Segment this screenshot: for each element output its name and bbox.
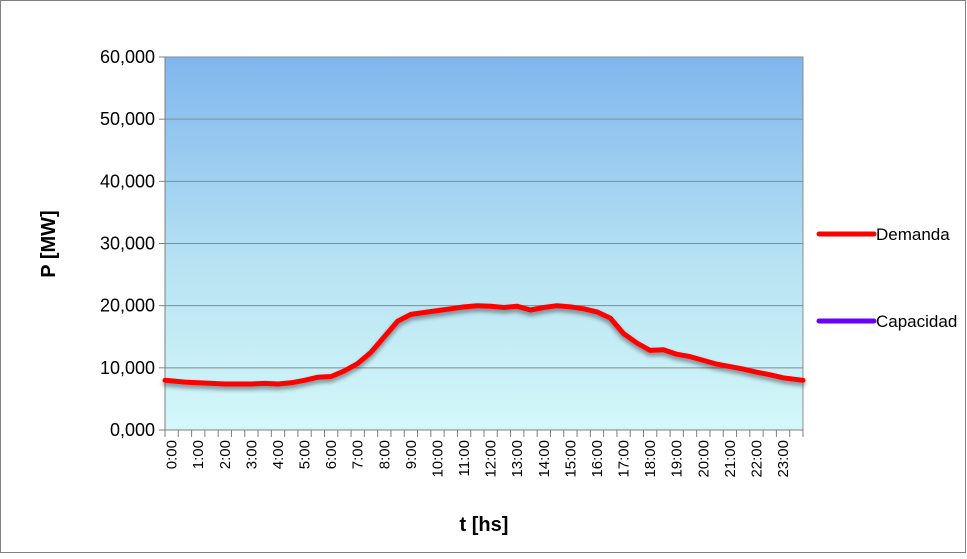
x-tick-label: 9:00 bbox=[403, 440, 420, 469]
y-tick-label: 20,000 bbox=[100, 296, 155, 316]
x-tick-label: 20:00 bbox=[695, 440, 712, 478]
y-tick-label: 10,000 bbox=[100, 358, 155, 378]
x-tick-label: 3:00 bbox=[243, 440, 260, 469]
legend-label-capacidad: Capacidad bbox=[876, 312, 957, 331]
x-tick-label: 7:00 bbox=[350, 440, 367, 469]
legend-label-demanda: Demanda bbox=[876, 225, 950, 244]
x-tick-label: 0:00 bbox=[164, 440, 181, 469]
x-tick-label: 23:00 bbox=[775, 440, 792, 478]
y-axis-title: P [MW] bbox=[38, 210, 60, 277]
x-tick-label: 13:00 bbox=[509, 440, 526, 478]
x-axis-title: t [hs] bbox=[460, 514, 509, 536]
y-tick-label: 30,000 bbox=[100, 234, 155, 254]
x-tick-label: 2:00 bbox=[217, 440, 234, 469]
x-tick-label: 12:00 bbox=[483, 440, 500, 478]
y-tick-label: 60,000 bbox=[100, 47, 155, 67]
x-tick-label: 1:00 bbox=[190, 440, 207, 469]
x-tick-label: 11:00 bbox=[456, 440, 473, 476]
x-tick-label: 10:00 bbox=[429, 440, 446, 478]
x-tick-label: 22:00 bbox=[748, 440, 765, 478]
x-tick-label: 21:00 bbox=[722, 440, 739, 478]
x-tick-label: 6:00 bbox=[323, 440, 340, 469]
x-tick-label: 4:00 bbox=[270, 440, 287, 469]
y-tick-labels: 0,000 10,000 20,000 30,000 40,000 50,000 60,00… bbox=[100, 47, 155, 440]
x-tick-label: 15:00 bbox=[562, 440, 579, 478]
x-tick-label: 19:00 bbox=[669, 440, 686, 478]
legend: Demanda Capacidad bbox=[816, 225, 957, 331]
y-tick-label: 40,000 bbox=[100, 171, 155, 191]
series-lines bbox=[162, 91, 806, 387]
x-tick-label: 14:00 bbox=[536, 440, 553, 478]
y-tick-label: 50,000 bbox=[100, 109, 155, 129]
x-tick-label: 5:00 bbox=[297, 440, 314, 469]
x-tick-label: 17:00 bbox=[616, 440, 633, 478]
y-tick-label: 0,000 bbox=[110, 420, 155, 440]
series-line-demanda bbox=[162, 303, 806, 387]
x-tick-label: 18:00 bbox=[642, 440, 659, 478]
x-tick-label: 8:00 bbox=[376, 440, 393, 469]
x-tick-labels: 0:00 1:00 2:00 3:00 4:00 5:00 6:00 7:00 8:00 9:00… bbox=[164, 430, 804, 478]
x-tick-label: 16:00 bbox=[589, 440, 606, 478]
grid-lines bbox=[159, 56, 803, 431]
